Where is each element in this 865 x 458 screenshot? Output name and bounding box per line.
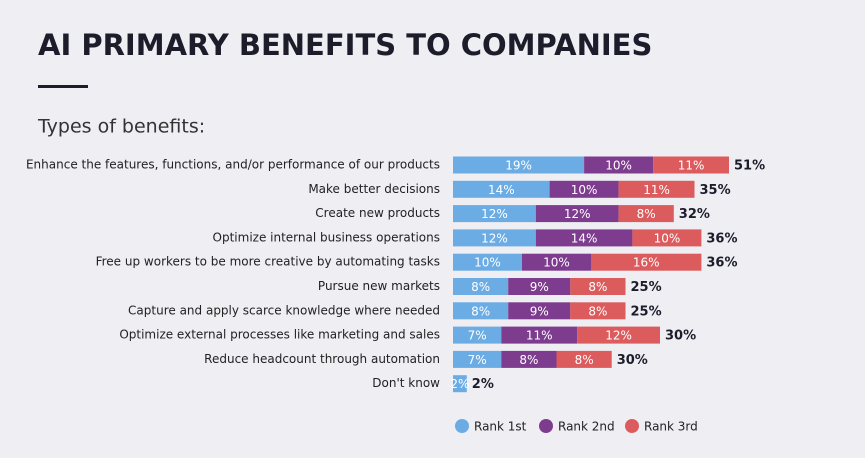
value-label: 14% [488, 183, 515, 197]
value-label: 9% [530, 304, 549, 318]
bar-segment [584, 156, 654, 174]
bar-segment [653, 156, 729, 174]
value-label: 12% [605, 329, 632, 343]
value-label: 11% [678, 159, 705, 173]
bar-segment [570, 302, 626, 320]
category-label: Enhance the features, functions, and/or … [26, 158, 440, 172]
bar-segment [453, 253, 522, 271]
value-label: 8% [588, 280, 607, 294]
bar-segment [453, 205, 536, 223]
value-label: 7% [468, 329, 487, 343]
total-label: 30% [617, 353, 648, 368]
bar-segment [549, 180, 619, 198]
value-label: 8% [471, 304, 490, 318]
bar-segment [453, 180, 550, 198]
legend-label: Rank 3rd [644, 420, 698, 434]
value-label: 9% [530, 280, 549, 294]
value-label: 8% [519, 353, 538, 367]
value-label: 19% [505, 159, 532, 173]
bar-segment [632, 229, 702, 247]
value-label: 8% [637, 207, 656, 221]
value-label: 10% [474, 256, 501, 270]
value-label: 12% [481, 207, 508, 221]
bar-segment [535, 205, 619, 223]
bar-segment [453, 278, 509, 295]
value-label: 10% [654, 231, 681, 245]
bar-segment [501, 326, 578, 344]
value-label: 8% [575, 353, 594, 367]
bar-segment [501, 350, 557, 368]
value-label: 8% [588, 304, 607, 318]
bar-segment [453, 229, 536, 247]
bar-segment [577, 326, 660, 344]
value-label: 7% [468, 353, 487, 367]
bar-segment [453, 375, 467, 393]
category-label: Optimize internal business operations [213, 230, 440, 244]
value-label: 10% [605, 159, 632, 173]
total-label: 25% [631, 280, 662, 295]
value-label: 8% [471, 280, 490, 294]
total-label: 36% [706, 256, 737, 271]
bar-segment [453, 302, 509, 320]
total-label: 25% [631, 304, 662, 319]
value-label: 14% [571, 231, 598, 245]
legend-swatch [455, 419, 469, 433]
bar-segment [508, 302, 571, 320]
bar-segment [591, 253, 702, 271]
bar-segment [453, 350, 502, 368]
bar-segment [556, 350, 612, 368]
value-label: 11% [643, 183, 670, 197]
category-label: Don't know [372, 376, 440, 390]
bar-segment [453, 156, 585, 174]
value-label: 10% [543, 256, 570, 270]
bar-segment [618, 205, 674, 223]
category-label: Create new products [315, 206, 440, 220]
bar-segment [535, 229, 633, 247]
category-label: Capture and apply scarce knowledge where… [128, 303, 440, 317]
title-underline [38, 85, 88, 88]
bar-segment [508, 278, 571, 295]
chart-title: AI PRIMARY BENEFITS TO COMPANIES [38, 28, 652, 62]
total-label: 30% [665, 329, 696, 344]
total-label: 36% [706, 231, 737, 246]
category-label: Reduce headcount through automation [204, 352, 440, 366]
bar-segment [618, 180, 695, 198]
total-label: 51% [734, 159, 765, 174]
total-label: 35% [700, 183, 731, 198]
legend-label: Rank 1st [474, 420, 527, 434]
value-label: 10% [571, 183, 598, 197]
value-label: 16% [633, 256, 660, 270]
total-label: 32% [679, 207, 710, 222]
legend-swatch [539, 419, 553, 433]
category-label: Make better decisions [308, 182, 440, 196]
value-label: 11% [526, 329, 553, 343]
bar-segment [453, 326, 502, 344]
legend-swatch [625, 419, 639, 433]
total-label: 2% [472, 377, 494, 392]
category-label: Pursue new markets [318, 279, 440, 293]
category-label: Optimize external processes like marketi… [119, 328, 440, 342]
bar-segment [570, 278, 626, 295]
category-label: Free up workers to be more creative by a… [96, 255, 440, 269]
value-label: 2% [450, 377, 469, 391]
value-label: 12% [481, 231, 508, 245]
chart-subtitle: Types of benefits: [37, 116, 205, 138]
legend-label: Rank 2nd [558, 420, 615, 434]
value-label: 12% [564, 207, 591, 221]
bar-segment [522, 253, 591, 271]
